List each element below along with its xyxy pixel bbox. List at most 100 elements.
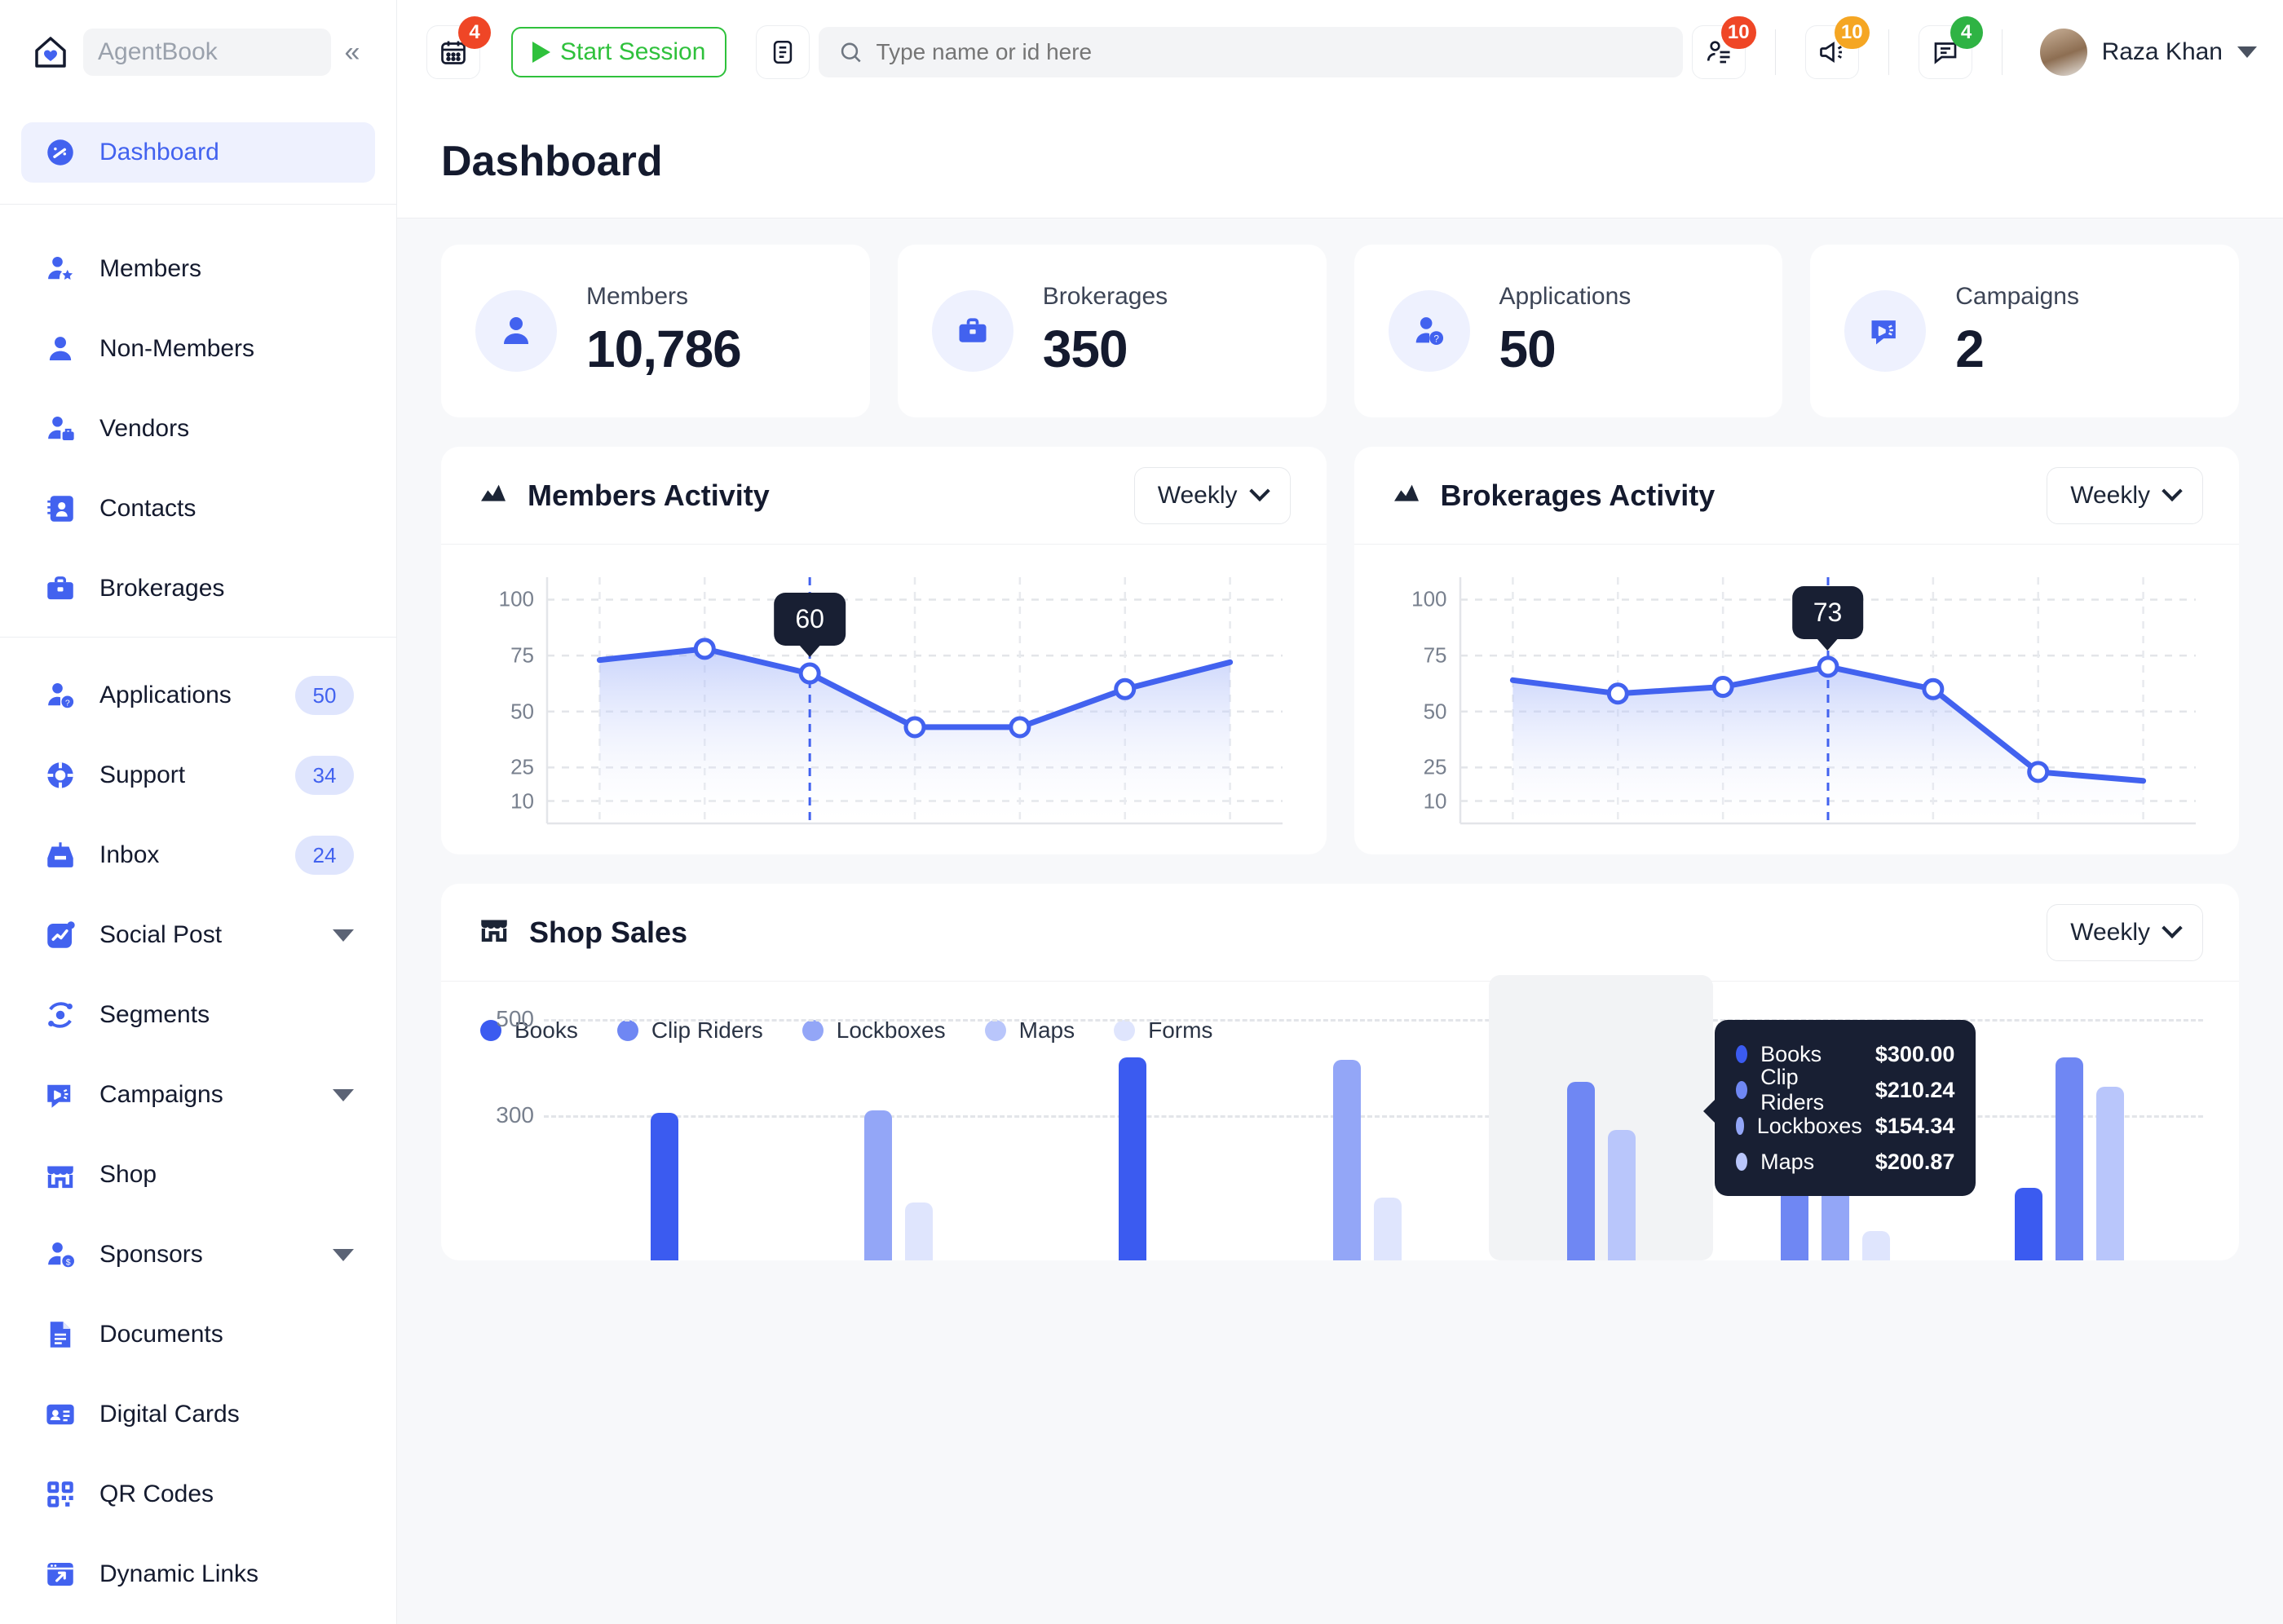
search-box[interactable] [818,27,1683,77]
kpi-card-members[interactable]: Members 10,786 [441,245,870,417]
bar[interactable] [1607,1130,1636,1260]
kpi-card-brokerages[interactable]: Brokerages 350 [897,245,1327,417]
legend-item-lockboxes[interactable]: Lockboxes [801,1017,946,1044]
y-axis-tick: 10 [1423,788,1447,814]
sidebar-item-dashboard[interactable]: Dashboard [21,122,375,183]
sidebar-secondary-list: ? Applications 50 Support 34 [0,637,396,1622]
dynamic-link-icon [42,1556,78,1592]
members-activity-card: Members Activity Weekly 10255075100MONTU… [441,447,1327,854]
bar[interactable] [904,1202,933,1260]
sidebar-item-contacts[interactable]: Contacts [21,469,375,549]
sidebar-item-dynamic-links[interactable]: Dynamic Links [21,1534,375,1614]
notes-button[interactable] [756,25,810,79]
legend-label: Books [514,1017,578,1043]
sidebar-item-non-members[interactable]: Non-Members [21,309,375,389]
play-icon [532,42,550,63]
sidebar-item-members[interactable]: Members [21,229,375,309]
members-range-dropdown[interactable]: Weekly [1133,466,1291,524]
brand-name-field[interactable]: AgentBook [83,29,331,76]
tooltip-color-dot [1736,1117,1744,1135]
brokerages-range-dropdown[interactable]: Weekly [2047,466,2203,524]
bar[interactable] [1373,1197,1402,1260]
bar[interactable] [863,1110,892,1260]
inbox-icon [42,837,78,873]
y-axis-tick: 100 [498,586,534,611]
chevron-down-icon [2162,480,2183,501]
sidebar-item-label: Members [99,255,202,282]
sidebar-item-vendors[interactable]: Vendors [21,389,375,469]
sidebar-item-shop[interactable]: Shop [21,1135,375,1215]
legend-color-dot [984,1020,1006,1041]
range-label: Weekly [1157,481,1238,509]
sidebar-item-applications[interactable]: ? Applications 50 [21,655,375,735]
card-header: Members Activity Weekly [441,447,1327,545]
legend-item-clip-riders[interactable]: Clip Riders [616,1017,763,1044]
chevron-down-icon[interactable] [333,1088,354,1101]
kpi-card-applications[interactable]: ? Applications 50 [1353,245,1783,417]
bar[interactable] [1566,1081,1595,1260]
sidebar-item-campaigns[interactable]: Campaigns [21,1055,375,1135]
sidebar-item-label: Digital Cards [99,1401,240,1428]
kpi-label: Brokerages [1042,283,1168,310]
sidebar-item-social-post[interactable]: Social Post [21,895,375,975]
tooltip-value: $210.24 [1875,1077,1955,1102]
divider [2001,29,2003,75]
chart-tooltip: 60 [774,593,846,658]
sidebar-item-documents[interactable]: Documents [21,1295,375,1375]
brokerages-chart-body: 10255075100MONTUEWEDTHUFRISATSUN73 [1354,545,2240,854]
document-icon [42,1317,78,1353]
user-menu[interactable]: Raza Khan [2039,29,2257,76]
tooltip-value: $200.87 [1875,1149,1955,1174]
bar[interactable] [1862,1231,1891,1260]
chart-square-icon [42,917,78,953]
sidebar-item-inbox[interactable]: Inbox 24 [21,815,375,895]
page-header: Dashboard [397,104,2283,218]
legend-color-dot [480,1020,501,1041]
speedometer-icon [42,135,78,170]
shop-sales-legend: Books Clip Riders Lockboxes Maps [441,982,2239,1044]
bar[interactable] [2096,1086,2125,1260]
contacts-button[interactable]: 10 [1691,16,1756,79]
search-input[interactable] [876,39,1663,65]
tooltip-label: Maps [1760,1149,1815,1174]
legend-label: Forms [1148,1017,1213,1043]
messages-button[interactable]: 4 [1918,16,1983,79]
card-header: Brokerages Activity Weekly [1353,447,2239,545]
legend-item-maps[interactable]: Maps [984,1017,1075,1044]
topbar-right-icons: 10 10 4 [1691,16,2257,79]
bar[interactable] [1119,1057,1147,1260]
chevron-down-icon[interactable] [333,929,354,942]
calendar-button[interactable]: 4 [426,16,491,79]
svg-text:?: ? [65,698,70,708]
bar[interactable] [2056,1057,2084,1260]
highlighted-group [1489,975,1714,1260]
sidebar-top: Dashboard [0,104,396,205]
sidebar-item-count: 24 [295,836,354,875]
sidebar: Dashboard Members No [0,104,397,1624]
chevron-down-icon [1248,480,1270,501]
shop-sales-range-dropdown[interactable]: Weekly [2047,903,2203,961]
sidebar-item-support[interactable]: Support 34 [21,735,375,815]
kpi-card-campaigns[interactable]: Campaigns 2 [1810,245,2239,417]
tooltip-row: Maps $200.87 [1736,1144,1954,1180]
bar[interactable] [1332,1060,1361,1260]
sidebar-item-sponsors[interactable]: $ Sponsors [21,1215,375,1295]
avatar [2039,29,2087,76]
divider [1774,29,1776,75]
chevron-down-icon[interactable] [333,1248,354,1261]
sidebar-item-segments[interactable]: Segments [21,975,375,1055]
announcements-button[interactable]: 10 [1804,16,1870,79]
legend-label: Clip Riders [651,1017,763,1043]
bar[interactable] [650,1113,678,1260]
start-session-button[interactable]: Start Session [511,27,727,77]
tooltip-color-dot [1736,1153,1748,1171]
sidebar-collapse-button[interactable]: « [344,36,360,68]
sidebar-item-brokerages[interactable]: Brokerages [21,549,375,629]
legend-item-forms[interactable]: Forms [1114,1017,1212,1044]
tooltip-label: Books [1760,1041,1822,1066]
sidebar-item-label: Brokerages [99,575,225,602]
bar[interactable] [2015,1188,2043,1260]
sidebar-item-digital-cards[interactable]: Digital Cards [21,1375,375,1454]
sidebar-item-qr-codes[interactable]: QR Codes [21,1454,375,1534]
legend-item-books[interactable]: Books [480,1017,578,1044]
